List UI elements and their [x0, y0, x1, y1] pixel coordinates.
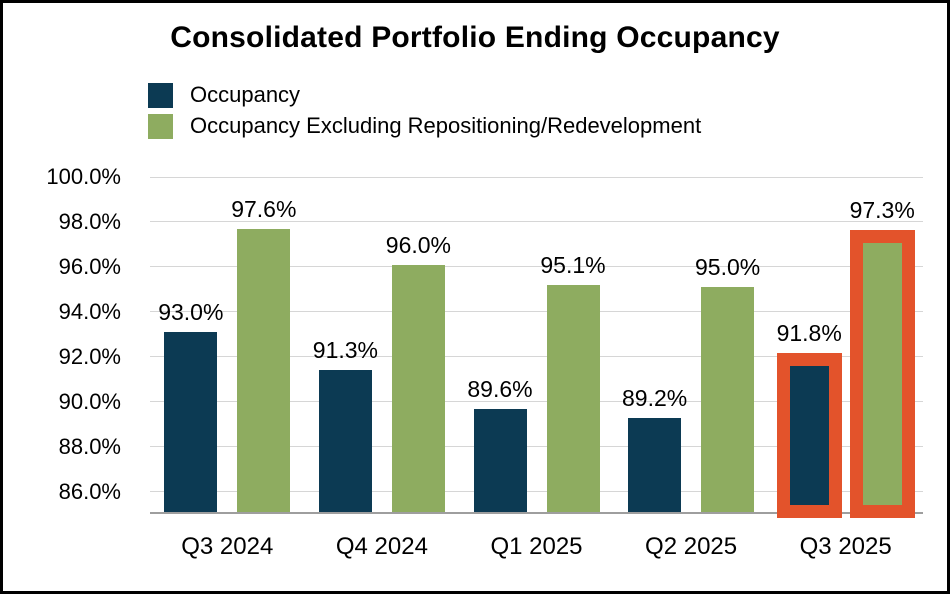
- x-axis-category-label: Q1 2025: [490, 533, 583, 560]
- data-label-occupancy-q1-2025: 89.6%: [467, 375, 533, 402]
- data-label-occupancy-excluding-q3-2025: 97.3%: [849, 196, 915, 223]
- bar-occupancy-q3-2024: [164, 332, 218, 512]
- bar-occupancy-q4-2024: [318, 370, 372, 512]
- bar-occupancy-q2-2025: [628, 417, 682, 512]
- y-axis-tick-label: 92.0%: [58, 343, 121, 369]
- gridline: [150, 355, 923, 357]
- plot-area: 93.0% 97.6% 91.3% 96.0% 89.6% 95.1% 89.2% 95.0%…: [150, 177, 923, 519]
- gridline: [150, 265, 923, 267]
- bar-occupancy-excluding-q4-2024: [391, 264, 445, 512]
- gridline: [150, 490, 923, 492]
- y-axis-tick-label: 96.0%: [58, 253, 121, 279]
- bar-occupancy-excluding-q1-2025: [546, 285, 600, 512]
- y-axis-tick-label: 88.0%: [58, 433, 121, 459]
- legend-item-occupancy: Occupancy: [148, 81, 701, 109]
- gridline: [150, 310, 923, 312]
- legend-swatch-occupancy-excluding-icon: [148, 113, 173, 139]
- bar-occupancy-excluding-q2-2025: [701, 287, 755, 512]
- bar-occupancy-excluding-q3-2024: [237, 228, 291, 512]
- gridline: [150, 400, 923, 402]
- legend-swatch-occupancy-icon: [148, 82, 173, 108]
- legend-item-occupancy-excluding: Occupancy Excluding Repositioning/Redeve…: [148, 112, 701, 140]
- x-axis-labels: Q3 2024 Q4 2024 Q1 2025 Q2 2025 Q3 2025: [150, 532, 923, 564]
- data-label-occupancy-q4-2024: 91.3%: [312, 337, 378, 364]
- x-axis-category-label: Q4 2024: [335, 533, 428, 560]
- gridline: [150, 220, 923, 222]
- y-axis-tick-label: 94.0%: [58, 298, 121, 324]
- y-axis-tick-label: 98.0%: [58, 208, 121, 234]
- x-axis-category-label: Q2 2025: [645, 533, 738, 560]
- legend-label-occupancy-excluding: Occupancy Excluding Repositioning/Redeve…: [190, 113, 702, 138]
- gridline: [150, 177, 923, 178]
- x-axis-category-label: Q3 2025: [799, 533, 892, 560]
- data-label-occupancy-q2-2025: 89.2%: [621, 384, 688, 411]
- data-label-occupancy-excluding-q2-2025: 95.0%: [694, 254, 761, 281]
- chart-legend: Occupancy Occupancy Excluding Reposition…: [148, 81, 701, 143]
- y-axis-tick-label: 86.0%: [58, 478, 121, 504]
- legend-label-occupancy: Occupancy: [190, 82, 301, 107]
- bar-occupancy-excluding-q3-2025: [849, 229, 915, 519]
- bar-occupancy-q1-2025: [473, 408, 527, 512]
- data-label-occupancy-q3-2024: 93.0%: [158, 299, 224, 326]
- x-axis-category-label: Q3 2024: [181, 533, 274, 560]
- data-label-occupancy-q3-2025: 91.8%: [776, 320, 842, 347]
- y-axis-tick-label: 90.0%: [58, 388, 121, 414]
- data-label-occupancy-excluding-q3-2024: 97.6%: [231, 195, 297, 222]
- chart-title: Consolidated Portfolio Ending Occupancy: [170, 21, 780, 54]
- data-label-occupancy-excluding-q4-2024: 96.0%: [385, 231, 451, 258]
- bar-occupancy-q3-2025: [776, 353, 842, 518]
- gridline: [150, 445, 923, 447]
- y-axis-tick-label: 100.0%: [46, 164, 121, 189]
- data-label-occupancy-excluding-q1-2025: 95.1%: [540, 252, 606, 279]
